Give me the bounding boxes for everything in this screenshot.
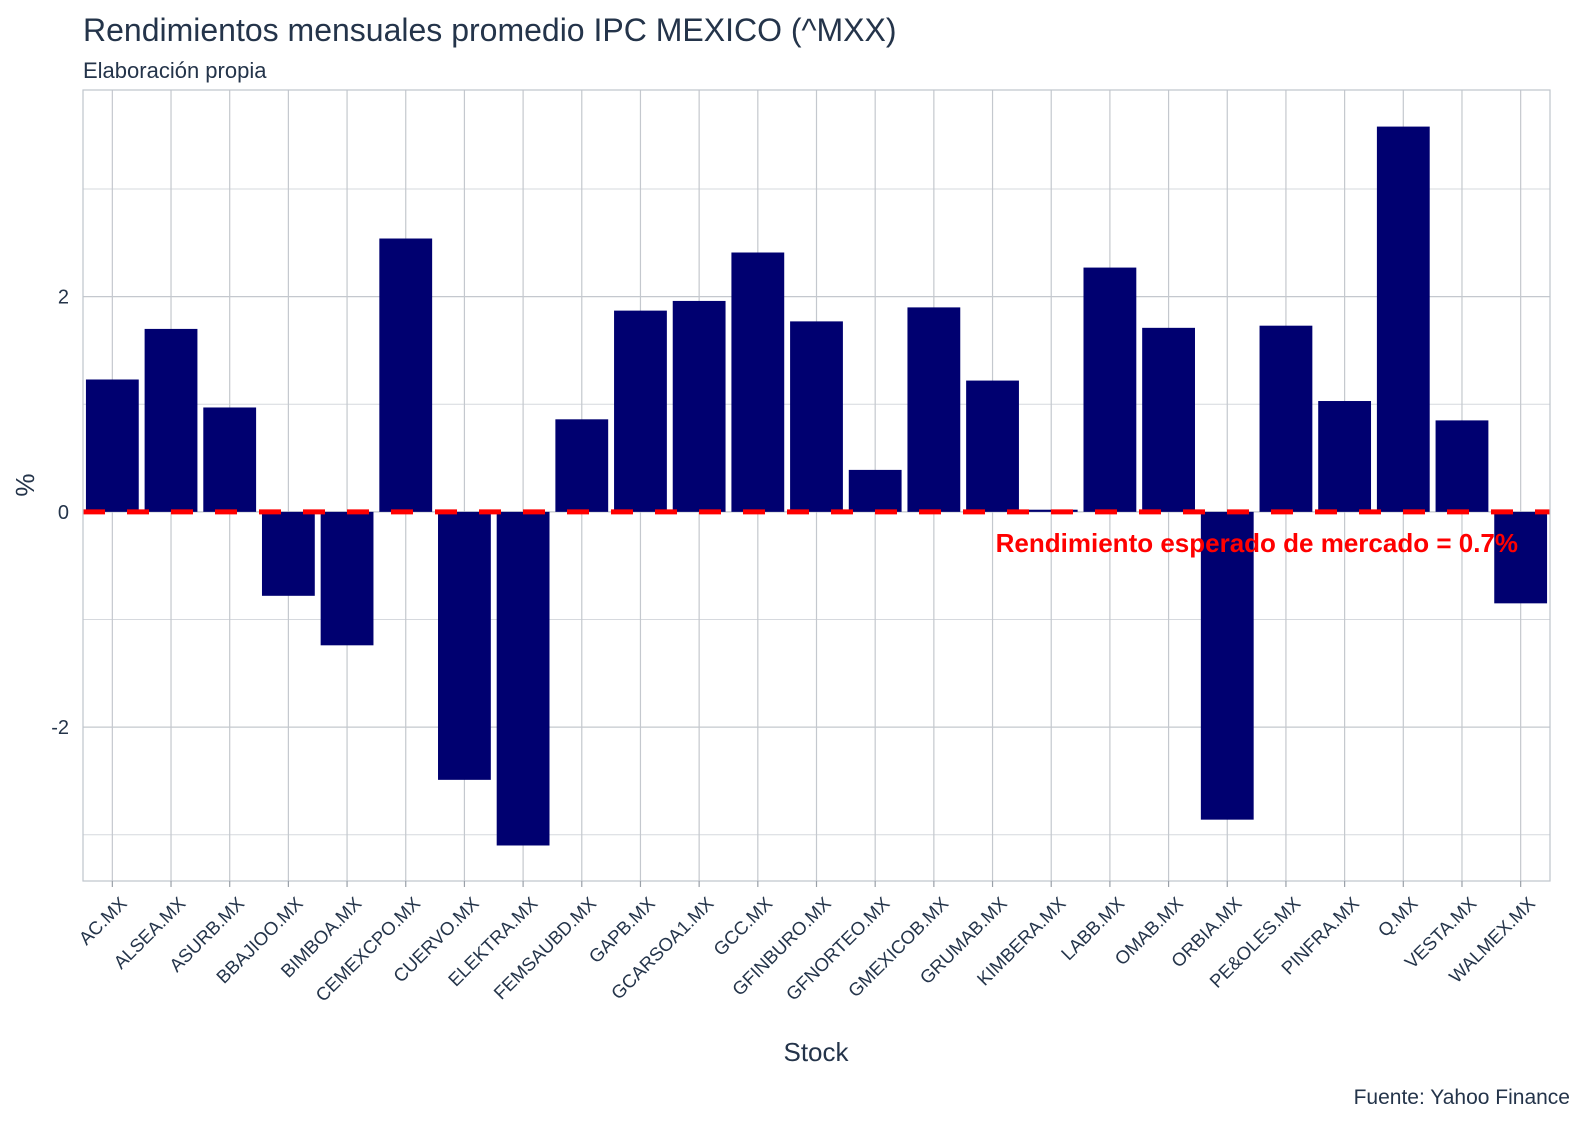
y-axis: -2 0 2 bbox=[51, 287, 69, 739]
y-tick-label: 2 bbox=[58, 287, 69, 309]
bar-gapb-mx bbox=[614, 310, 667, 512]
bar-walmex-mx bbox=[1494, 511, 1548, 604]
bar-grumab-mx bbox=[966, 380, 1019, 512]
bar-orbia-mx bbox=[1200, 511, 1254, 820]
bar-gcc-mx bbox=[731, 252, 785, 512]
bar-gfnorteo-mx bbox=[848, 469, 902, 512]
bar-gcarsoa1-mx bbox=[672, 300, 726, 512]
bar-bimboa-mx bbox=[320, 511, 374, 646]
bars bbox=[85, 126, 1548, 846]
x-tick-label: FEMSAUBD.MX bbox=[489, 893, 600, 1004]
bar-asurb-mx bbox=[203, 407, 257, 512]
bar-vesta-mx bbox=[1435, 420, 1489, 512]
x-tick-label: Q.MX bbox=[1373, 893, 1421, 941]
y-axis-title: % bbox=[10, 473, 40, 496]
y-tick-label: -2 bbox=[51, 717, 69, 739]
bar-alsea-mx bbox=[144, 328, 198, 512]
bar-gmexicob-mx bbox=[907, 307, 961, 512]
x-tick-label: GCARSOA1.MX bbox=[607, 893, 718, 1004]
x-tick-label: AC.MX bbox=[74, 893, 130, 949]
x-axis: AC.MXALSEA.MXASURB.MXBBAJIOO.MXBIMBOA.MX… bbox=[74, 881, 1539, 1006]
bar-pe-oles-mx bbox=[1259, 325, 1313, 512]
bar-cemexcpo-mx bbox=[379, 238, 433, 512]
bar-pinfra-mx bbox=[1318, 401, 1372, 512]
bar-ac-mx bbox=[85, 379, 139, 512]
bar-femsaubd-mx bbox=[555, 419, 609, 512]
bar-bbajioo-mx bbox=[261, 511, 315, 596]
y-tick-label: 0 bbox=[58, 502, 69, 524]
bar-gfinburo-mx bbox=[790, 321, 843, 512]
bar-labb-mx bbox=[1083, 267, 1137, 512]
chart-caption: Fuente: Yahoo Finance bbox=[1353, 1086, 1570, 1109]
bar-cuervo-mx bbox=[438, 511, 491, 780]
x-tick-label: GFINBURO.MX bbox=[728, 893, 835, 1000]
bar-elektra-mx bbox=[496, 511, 550, 846]
bar-q-mx bbox=[1376, 126, 1430, 512]
x-tick-label: CEMEXCPO.MX bbox=[311, 893, 424, 1006]
chart-title: Rendimientos mensuales promedio IPC MEXI… bbox=[83, 12, 897, 48]
chart-subtitle: Elaboración propia bbox=[83, 58, 267, 83]
x-tick-label: GFNORTEO.MX bbox=[782, 893, 894, 1005]
x-axis-title: Stock bbox=[783, 1037, 849, 1067]
bar-omab-mx bbox=[1142, 327, 1195, 512]
x-tick-label: GMEXICOB.MX bbox=[844, 893, 953, 1002]
reference-line-label: Rendimiento esperado de mercado = 0.7% bbox=[996, 528, 1518, 558]
